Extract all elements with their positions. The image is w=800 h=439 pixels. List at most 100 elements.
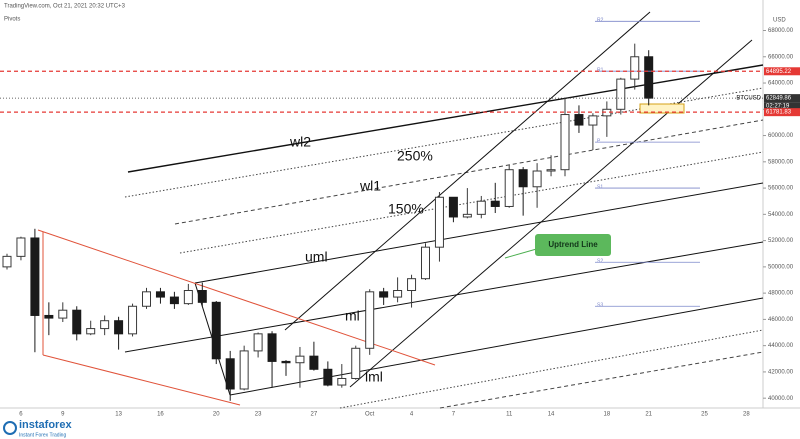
x-tick-label: 7 (452, 412, 456, 418)
candle-body (574, 114, 584, 126)
parallel-line (179, 151, 764, 254)
candle-body (337, 377, 347, 386)
x-tick-label: 27 (311, 412, 318, 418)
candle-body (295, 355, 305, 364)
candle-body (616, 78, 626, 110)
x-tick-label: 4 (410, 412, 414, 418)
candle-body (379, 291, 389, 298)
currency-label: USD (773, 18, 786, 24)
candle-body (393, 290, 403, 298)
pivot-label: R1 (597, 68, 604, 74)
candle-body (30, 237, 40, 316)
candle-body (197, 290, 207, 303)
pitchfork-line (124, 241, 764, 353)
annotation: ml (345, 308, 360, 324)
candle-body (407, 278, 417, 292)
candle-body (462, 213, 472, 218)
y-tick-label: 46000.00 (768, 317, 794, 323)
candle-body (365, 291, 375, 349)
target-box (639, 103, 685, 114)
logo: instaforex Instant Forex Trading (3, 419, 72, 438)
x-tick-label: 9 (61, 412, 65, 418)
candle-body (169, 296, 179, 305)
candle-body (58, 309, 68, 319)
y-tick-label: 58000.00 (768, 159, 794, 165)
candle-body (281, 360, 291, 364)
trend-line (127, 64, 764, 173)
callout-box (535, 234, 611, 256)
y-tick-label: 50000.00 (768, 264, 794, 270)
annotation: uml (305, 249, 328, 265)
x-tick-label: 18 (604, 412, 611, 418)
callout-text: Uptrend Line (548, 240, 598, 249)
x-tick-label: 6 (19, 412, 23, 418)
x-tick-label: 14 (548, 412, 555, 418)
countdown-label: 02:27:19 (766, 104, 790, 110)
symbol-label: BTCUSD (736, 96, 761, 102)
candle-body (644, 56, 654, 99)
pitchfork-line (194, 182, 764, 284)
level-badge (764, 108, 800, 117)
candle-body (476, 200, 486, 215)
candle-body (211, 301, 221, 360)
level-label: 64895.22 (766, 69, 792, 75)
y-tick-label: 42000.00 (768, 369, 794, 375)
candle-body (490, 200, 500, 207)
watermark: TradingView.com, Oct 21, 2021 20:32 UTC+… (4, 4, 126, 10)
pitchfork-line (229, 297, 764, 396)
drawings (37, 11, 764, 409)
logo-icon (3, 421, 17, 435)
annotation: wl2 (289, 134, 311, 150)
candle-body (100, 320, 110, 330)
y-tick-label: 40000.00 (768, 396, 794, 402)
candle-body (588, 115, 598, 126)
annotation: 250% (397, 148, 433, 164)
parallel-line (174, 119, 764, 225)
y-tick-label: 44000.00 (768, 343, 794, 349)
candle-body (309, 355, 319, 370)
candle-body (448, 196, 458, 218)
annotation: 150% (388, 201, 424, 217)
candle-body (532, 170, 542, 188)
x-tick-label: 11 (506, 412, 513, 418)
candle-body (155, 291, 165, 298)
candle-body (2, 255, 12, 268)
annotation: wl1 (359, 178, 381, 194)
y-tick-label: 68000.00 (768, 28, 794, 34)
candle-body (560, 114, 570, 171)
candle-body (239, 350, 249, 390)
candle-body (114, 320, 124, 335)
level-badge (764, 94, 800, 103)
y-tick-label: 64000.00 (768, 81, 794, 87)
candle-body (504, 169, 514, 207)
x-tick-label: 28 (743, 412, 750, 418)
candle-body (546, 169, 556, 172)
pivot-label: S1 (597, 184, 603, 190)
level-badge (764, 67, 800, 76)
x-tick-label: 20 (213, 412, 220, 418)
candle-body (630, 56, 640, 80)
candle-body (142, 291, 151, 307)
candle-body (128, 305, 138, 335)
candle-body (351, 347, 361, 379)
pivot-label: S2 (597, 259, 603, 265)
candle-body (253, 333, 263, 352)
x-tick-label: 23 (255, 412, 262, 418)
x-tick-label: 21 (645, 412, 652, 418)
wedge-line (42, 354, 241, 406)
level-label: 61781.83 (766, 110, 792, 116)
candle-body (86, 328, 96, 335)
pivot-label: R2 (597, 18, 604, 24)
parallel-line (339, 329, 764, 409)
candle-body (518, 169, 528, 188)
candle-body (183, 290, 193, 305)
candle-body (323, 368, 333, 386)
candle-body (72, 309, 82, 335)
candle-body (16, 237, 26, 257)
pivot-label: S3 (597, 303, 603, 309)
annotation: lml (365, 369, 383, 385)
pivot-label: P (597, 138, 601, 144)
callout-pointer (504, 247, 541, 259)
